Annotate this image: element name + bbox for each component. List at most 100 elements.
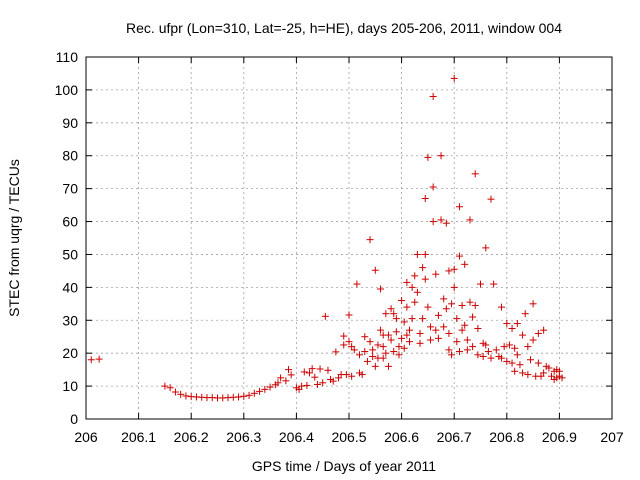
data-point (398, 297, 406, 305)
data-point (427, 336, 435, 344)
data-point (474, 351, 482, 359)
y-tick-label: 0 (70, 411, 78, 427)
data-point (482, 244, 490, 252)
data-point (166, 384, 174, 392)
data-point (392, 328, 400, 336)
data-point (442, 305, 450, 313)
data-point (366, 236, 374, 244)
x-tick-label: 206.8 (489, 429, 524, 445)
data-point (521, 310, 529, 318)
data-point (390, 348, 398, 356)
data-point (240, 392, 248, 400)
data-point (519, 369, 527, 377)
data-point (503, 357, 511, 365)
data-point (434, 311, 442, 319)
data-point (390, 310, 398, 318)
y-axis-title: STEC from uqrg / TECUs (6, 159, 22, 317)
data-point (458, 326, 466, 334)
data-point (516, 361, 524, 369)
data-point (371, 266, 379, 274)
x-tick-label: 206.3 (226, 429, 261, 445)
data-point (300, 368, 308, 376)
data-point (245, 391, 253, 399)
data-point (442, 219, 450, 227)
data-point (487, 354, 495, 362)
data-point (466, 298, 474, 306)
data-point (482, 341, 490, 349)
y-tick-label: 20 (62, 345, 78, 361)
data-point (235, 393, 243, 401)
data-point (416, 329, 424, 337)
data-point (445, 346, 453, 354)
data-point (379, 343, 387, 351)
data-point (358, 371, 366, 379)
data-point (382, 310, 390, 318)
data-point (419, 315, 427, 323)
data-point (306, 369, 314, 377)
y-tick-label: 100 (55, 82, 79, 98)
data-point (366, 338, 374, 346)
data-point (384, 331, 392, 339)
data-point (421, 250, 429, 258)
data-point (87, 356, 95, 364)
data-point (469, 343, 477, 351)
data-point (384, 362, 392, 370)
data-point (298, 382, 306, 390)
data-point (408, 315, 416, 323)
data-point (340, 332, 348, 340)
data-point (427, 323, 435, 331)
data-point (277, 374, 285, 382)
x-tick-label: 207 (600, 429, 624, 445)
data-point (95, 355, 103, 363)
data-point (487, 195, 495, 203)
data-point (287, 371, 295, 379)
data-point (461, 260, 469, 268)
data-point (463, 346, 471, 354)
data-point (363, 357, 371, 365)
data-point (400, 318, 408, 326)
data-point (524, 371, 532, 379)
x-axis-title: GPS time / Days of year 2011 (252, 458, 436, 474)
x-tick-label: 206.1 (121, 429, 156, 445)
data-point (498, 354, 506, 362)
data-point (455, 252, 463, 260)
data-point (324, 366, 332, 374)
y-tick-label: 60 (62, 214, 78, 230)
data-point (282, 377, 290, 385)
data-point (411, 298, 419, 306)
data-point (403, 278, 411, 286)
chart-title: Rec. ufpr (Lon=310, Lat=-25, h=HE), days… (126, 20, 562, 36)
data-point (361, 348, 369, 356)
data-point (319, 379, 327, 387)
data-point (440, 295, 448, 303)
data-point (437, 152, 445, 160)
data-point (466, 216, 474, 224)
data-point (408, 283, 416, 291)
data-point (369, 346, 377, 354)
data-point (471, 170, 479, 178)
data-point (492, 346, 500, 354)
data-point (392, 315, 400, 323)
data-point (369, 352, 377, 360)
data-point (429, 92, 437, 100)
data-point (250, 389, 258, 397)
data-point (432, 270, 440, 278)
data-point (526, 356, 534, 364)
data-point (266, 383, 274, 391)
data-point (448, 351, 456, 359)
data-point (529, 336, 537, 344)
data-point (503, 320, 511, 328)
data-point (455, 203, 463, 211)
data-point (434, 334, 442, 342)
y-tick-label: 80 (62, 148, 78, 164)
data-point (534, 329, 542, 337)
data-point (348, 372, 356, 380)
data-point (429, 218, 437, 226)
data-point (371, 362, 379, 370)
data-point (311, 373, 319, 381)
data-point (387, 305, 395, 313)
data-point (313, 380, 321, 388)
data-point (463, 336, 471, 344)
data-point (450, 265, 458, 273)
